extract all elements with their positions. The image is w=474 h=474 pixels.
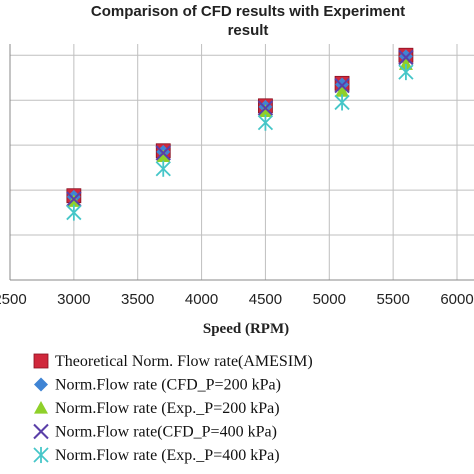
data-point — [398, 57, 413, 70]
series-3 — [66, 57, 413, 207]
legend-item: Norm.Flow rate (Exp._P=400 kPa) — [33, 446, 280, 464]
grid-lines — [9, 44, 474, 281]
legend: Theoretical Norm. Flow rate(AMESIM) Norm.… — [33, 353, 313, 464]
legend-label: Theoretical Norm. Flow rate(AMESIM) — [55, 353, 313, 370]
x-tick-label: 4500 — [249, 291, 282, 308]
legend-item: Norm.Flow rate (Exp._P=200 kPa) — [34, 400, 280, 417]
chart-title-line2: result — [228, 22, 269, 39]
chart-title-line1: Comparison of CFD results with Experimen… — [91, 3, 405, 20]
x-tick-label: 5500 — [376, 291, 409, 308]
data-point — [334, 94, 350, 111]
x-axis-label: Speed (RPM) — [203, 321, 289, 337]
series-1 — [66, 47, 414, 204]
legend-item: Norm.Flow rate (CFD_P=200 kPa) — [34, 377, 281, 394]
data-point — [257, 100, 274, 116]
x-tick-label: 3500 — [121, 291, 154, 308]
legend-marker — [34, 401, 48, 414]
data-points — [66, 47, 414, 221]
data-point — [398, 49, 414, 66]
data-point — [155, 160, 171, 177]
data-point — [258, 104, 273, 118]
legend-label: Norm.Flow rate (CFD_P=200 kPa) — [55, 377, 281, 394]
legend-marker — [34, 377, 48, 392]
x-tick-label: 6000 — [440, 291, 473, 308]
legend-label: Norm.Flow rate (Exp._P=200 kPa) — [55, 400, 280, 417]
legend-label: Norm.Flow rate(CFD_P=400 kPa) — [55, 424, 277, 441]
data-point — [66, 191, 82, 207]
legend-label: Norm.Flow rate (Exp._P=400 kPa) — [55, 447, 280, 464]
data-point — [155, 145, 171, 161]
data-point — [257, 114, 274, 131]
x-tick-label: 3000 — [57, 291, 90, 308]
data-point — [334, 77, 350, 94]
legend-marker — [33, 446, 49, 464]
x-tick-label: 2500 — [0, 291, 27, 308]
x-tick-labels: 2500 3000 3500 4000 4500 5000 5500 6000 — [0, 291, 474, 308]
data-point — [156, 149, 171, 162]
legend-item: Theoretical Norm. Flow rate(AMESIM) — [33, 353, 313, 370]
x-tick-label: 4000 — [185, 291, 218, 308]
legend-marker — [33, 423, 49, 440]
series-4 — [66, 49, 414, 207]
data-point — [66, 204, 82, 221]
legend-marker — [33, 353, 49, 369]
data-point — [398, 64, 414, 81]
data-point — [335, 84, 350, 97]
x-tick-label: 5000 — [313, 291, 346, 308]
series-5 — [66, 64, 414, 221]
series-2 — [66, 49, 413, 204]
legend-item: Norm.Flow rate(CFD_P=400 kPa) — [33, 423, 277, 441]
